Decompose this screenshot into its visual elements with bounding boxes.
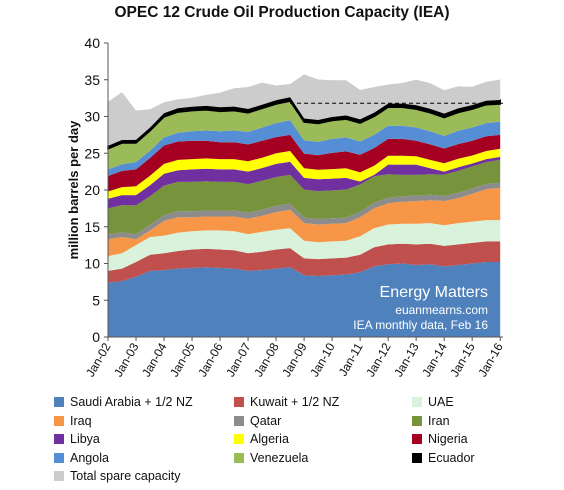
legend-label: Venezuela bbox=[250, 450, 309, 465]
area-nigeria bbox=[108, 134, 501, 192]
legend-item-nigeria: Nigeria bbox=[412, 430, 468, 448]
x-tick-label: Jan-04 bbox=[139, 340, 170, 379]
y-tick-label: 15 bbox=[84, 219, 100, 235]
legend-swatch bbox=[412, 397, 422, 407]
x-tick-label: Jan-16 bbox=[475, 340, 506, 379]
legend-item-iraq: Iraq bbox=[54, 412, 92, 430]
x-tick-label: Jan-06 bbox=[195, 340, 226, 379]
legend-label: Iran bbox=[428, 413, 450, 428]
legend-swatch bbox=[54, 471, 64, 482]
x-tick-label: Jan-15 bbox=[447, 340, 478, 379]
legend-item-iran: Iran bbox=[412, 412, 450, 430]
y-tick-label: 35 bbox=[84, 72, 100, 88]
legend-swatch bbox=[54, 415, 64, 426]
y-tick-label: 30 bbox=[84, 109, 100, 125]
x-tick-label: Jan-02 bbox=[83, 340, 114, 379]
legend-label: Algeria bbox=[250, 432, 289, 447]
legend-label: Kuwait + 1/2 NZ bbox=[250, 395, 340, 409]
legend-label: UAE bbox=[428, 395, 454, 409]
legend-item-venezuela: Venezuela bbox=[234, 449, 308, 467]
area-iraq bbox=[108, 187, 501, 257]
area-angola bbox=[108, 120, 501, 176]
x-tick-label: Jan-03 bbox=[111, 340, 142, 379]
area-total-spare-capacity bbox=[108, 74, 501, 146]
legend-label: Angola bbox=[70, 450, 109, 465]
y-tick-label: 10 bbox=[84, 256, 100, 272]
chart-title: OPEC 12 Crude Oil Production Capacity (I… bbox=[114, 4, 450, 21]
area-uae bbox=[108, 220, 501, 271]
legend-swatch bbox=[234, 452, 244, 463]
x-tick-label: Jan-12 bbox=[363, 340, 394, 379]
x-tick-label: Jan-10 bbox=[307, 340, 338, 379]
legend-item-kuwait-1-2-nz: Kuwait + 1/2 NZ bbox=[234, 393, 339, 411]
y-tick-label: 40 bbox=[84, 35, 100, 51]
legend-label: Qatar bbox=[250, 413, 282, 428]
legend-item-ecuador: Ecuador bbox=[412, 449, 475, 467]
x-tick-label: Jan-09 bbox=[279, 340, 310, 379]
legend-label: Iraq bbox=[70, 413, 92, 428]
legend-item-algeria: Algeria bbox=[234, 430, 289, 448]
legend-item-angola: Angola bbox=[54, 449, 109, 467]
x-tick-label: Jan-05 bbox=[167, 340, 198, 379]
legend-item-total-spare-capacity: Total spare capacity bbox=[54, 467, 180, 485]
annotation-line-2: euanmearns.com bbox=[395, 303, 488, 317]
area-algeria bbox=[108, 148, 501, 199]
legend-label: Libya bbox=[70, 432, 100, 447]
y-tick-label: 25 bbox=[84, 145, 100, 161]
legend-swatch bbox=[54, 452, 64, 463]
x-tick-label: Jan-11 bbox=[336, 340, 366, 378]
area-saudi-arabia-1-2-nz bbox=[108, 262, 501, 337]
legend-item-uae: UAE bbox=[412, 393, 454, 411]
area-iran bbox=[108, 159, 501, 235]
x-tick-label: Jan-13 bbox=[391, 340, 422, 379]
y-tick-label: 0 bbox=[92, 329, 100, 345]
legend-label: Total spare capacity bbox=[70, 469, 181, 484]
x-tick-label: Jan-14 bbox=[419, 340, 450, 379]
legend-swatch bbox=[234, 434, 244, 445]
x-tick-label: Jan-07 bbox=[223, 340, 254, 379]
area-qatar bbox=[108, 182, 501, 240]
legend-swatch bbox=[234, 397, 244, 407]
legend-label: Saudi Arabia + 1/2 NZ bbox=[70, 395, 193, 409]
area-libya bbox=[108, 156, 501, 209]
x-tick-label: Jan-08 bbox=[251, 340, 282, 379]
y-tick-label: 5 bbox=[92, 292, 100, 308]
legend-label: Nigeria bbox=[428, 432, 468, 447]
legend-swatch bbox=[54, 397, 64, 407]
legend-swatch bbox=[234, 415, 244, 426]
legend-swatch bbox=[412, 434, 422, 445]
legend-item-libya: Libya bbox=[54, 430, 100, 448]
area-kuwait-1-2-nz bbox=[108, 241, 501, 283]
legend-swatch bbox=[412, 415, 422, 426]
y-axis-label: million barrels per day bbox=[66, 120, 81, 259]
legend-item-saudi-arabia-1-2-nz: Saudi Arabia + 1/2 NZ bbox=[54, 393, 193, 411]
annotation-line-3: IEA monthly data, Feb 16 bbox=[353, 318, 488, 332]
legend-item-qatar: Qatar bbox=[234, 412, 281, 430]
y-tick-label: 20 bbox=[84, 182, 100, 198]
stacked-areas bbox=[107, 74, 501, 337]
area-venezuela bbox=[108, 101, 501, 170]
legend-swatch bbox=[54, 434, 64, 445]
annotation-line-1: Energy Matters bbox=[380, 284, 488, 301]
legend-label: Ecuador bbox=[428, 450, 475, 465]
legend-swatch bbox=[412, 452, 422, 463]
